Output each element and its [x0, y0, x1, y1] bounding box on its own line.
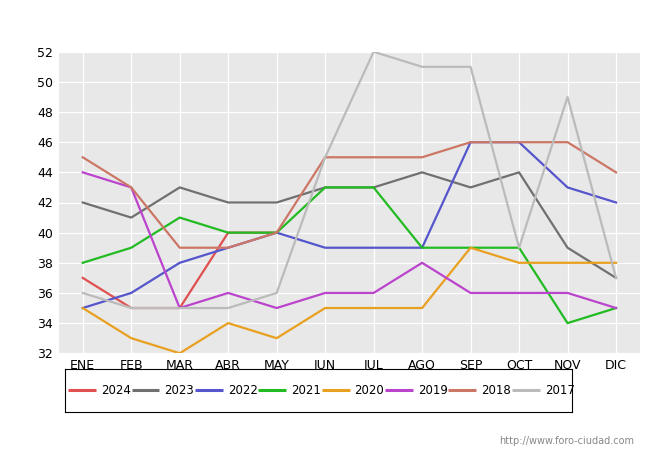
Text: 2019: 2019 [418, 384, 448, 397]
Text: Afiliados en Zarzuela a 31/5/2024: Afiliados en Zarzuela a 31/5/2024 [173, 14, 477, 33]
Text: 2017: 2017 [545, 384, 575, 397]
Text: 2020: 2020 [355, 384, 384, 397]
Text: 2024: 2024 [101, 384, 131, 397]
Text: 2021: 2021 [291, 384, 321, 397]
Text: 2023: 2023 [164, 384, 194, 397]
Text: 2022: 2022 [228, 384, 258, 397]
Text: http://www.foro-ciudad.com: http://www.foro-ciudad.com [499, 436, 634, 446]
Text: 2018: 2018 [482, 384, 511, 397]
